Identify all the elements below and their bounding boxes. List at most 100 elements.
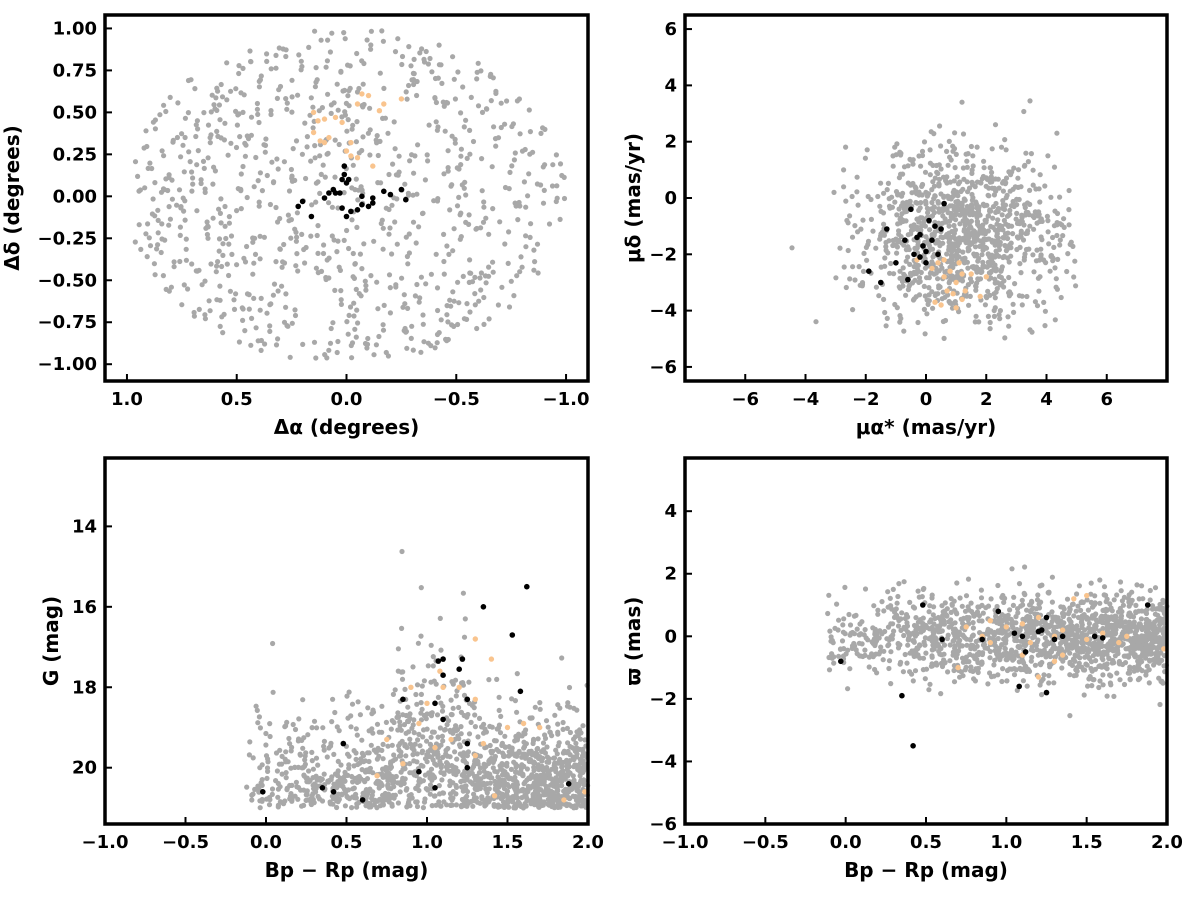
field-star-point (540, 200, 547, 206)
field-star-point (494, 676, 500, 683)
field-star-point (1030, 635, 1036, 641)
field-star-point (987, 165, 993, 171)
field-star-point (154, 246, 160, 252)
field-star-point (349, 773, 355, 780)
field-star-point (363, 790, 369, 796)
field-star-point (336, 728, 342, 734)
black-member-point (432, 785, 438, 791)
field-star-point (375, 180, 381, 186)
field-star-point (224, 60, 230, 66)
field-star-point (936, 268, 942, 274)
field-star-point (246, 752, 252, 758)
field-star-point (555, 721, 561, 727)
field-star-point (461, 634, 468, 640)
field-star-point (187, 159, 193, 165)
field-star-point (933, 240, 939, 246)
orange-member-point (456, 684, 462, 690)
field-star-point (1000, 666, 1006, 672)
field-star-point (913, 270, 920, 277)
field-star-point (362, 278, 368, 284)
black-member-point (908, 206, 914, 213)
field-star-point (1022, 162, 1028, 168)
field-star-point (255, 111, 261, 117)
field-star-point (857, 621, 863, 627)
field-star-point (850, 264, 856, 270)
field-star-point (916, 292, 923, 298)
orange-member-point (977, 293, 983, 300)
field-star-point (910, 157, 916, 163)
field-star-point (967, 212, 973, 218)
field-star-point (281, 159, 287, 165)
field-star-point (329, 30, 335, 36)
field-star-point (1101, 592, 1107, 598)
field-star-point (334, 804, 340, 811)
field-star-point (312, 155, 318, 161)
field-star-point (496, 707, 502, 714)
field-star-point (360, 81, 366, 87)
field-star-point (995, 217, 1001, 223)
field-star-point (1039, 237, 1045, 243)
field-star-point (884, 636, 890, 642)
field-star-point (985, 603, 992, 609)
black-member-point (905, 276, 911, 283)
field-star-point (1001, 253, 1007, 260)
field-star-point (548, 797, 554, 803)
field-star-point (1031, 214, 1037, 221)
field-star-point (1152, 585, 1159, 591)
field-star-point (888, 649, 894, 655)
field-star-point (405, 261, 411, 267)
field-star-point (345, 331, 351, 337)
field-star-point (575, 766, 581, 773)
field-star-point (313, 265, 319, 271)
field-star-point (1057, 194, 1063, 200)
field-star-point (1002, 636, 1008, 643)
field-star-point (434, 340, 440, 346)
field-star-point (553, 747, 559, 753)
y-tick-label: −0.25 (38, 228, 98, 249)
field-star-point (452, 749, 458, 755)
field-star-point (495, 789, 501, 795)
field-star-point (972, 229, 978, 235)
field-star-point (351, 795, 357, 801)
field-star-point (449, 182, 455, 188)
field-star-point (945, 632, 951, 638)
field-star-point (143, 231, 149, 237)
field-star-point (229, 251, 235, 257)
orange-member-point (416, 720, 422, 727)
field-star-point (388, 759, 394, 765)
field-star-point (995, 176, 1001, 182)
field-star-point (349, 340, 356, 346)
field-star-point (298, 67, 304, 73)
field-star-point (413, 691, 419, 698)
field-star-point (892, 301, 898, 308)
black-member-point (893, 260, 899, 266)
field-star-point (555, 729, 561, 735)
field-star-point (257, 77, 263, 83)
field-star-point (979, 242, 986, 249)
x-tick-label: −1.0 (82, 832, 129, 853)
field-star-point (949, 241, 955, 247)
field-star-point (455, 69, 461, 75)
field-star-point (386, 231, 392, 237)
field-star-point (1020, 678, 1026, 684)
field-star-point (535, 786, 541, 792)
field-star-point (531, 247, 537, 253)
field-star-point (533, 750, 539, 756)
field-star-point (1134, 633, 1140, 640)
field-star-point (920, 586, 926, 593)
field-star-point (997, 308, 1004, 314)
field-star-point (511, 157, 517, 163)
field-star-point (1133, 602, 1139, 609)
field-star-point (380, 246, 386, 252)
field-star-point (1027, 223, 1033, 229)
field-star-point (412, 293, 418, 299)
field-star-point (560, 750, 567, 756)
field-star-point (452, 736, 458, 742)
field-star-point (989, 179, 995, 185)
field-star-point (403, 329, 409, 335)
field-star-point (951, 679, 958, 685)
field-star-point (296, 52, 302, 58)
field-star-point (437, 615, 443, 622)
field-star-point (240, 109, 246, 115)
field-star-point (250, 271, 256, 277)
